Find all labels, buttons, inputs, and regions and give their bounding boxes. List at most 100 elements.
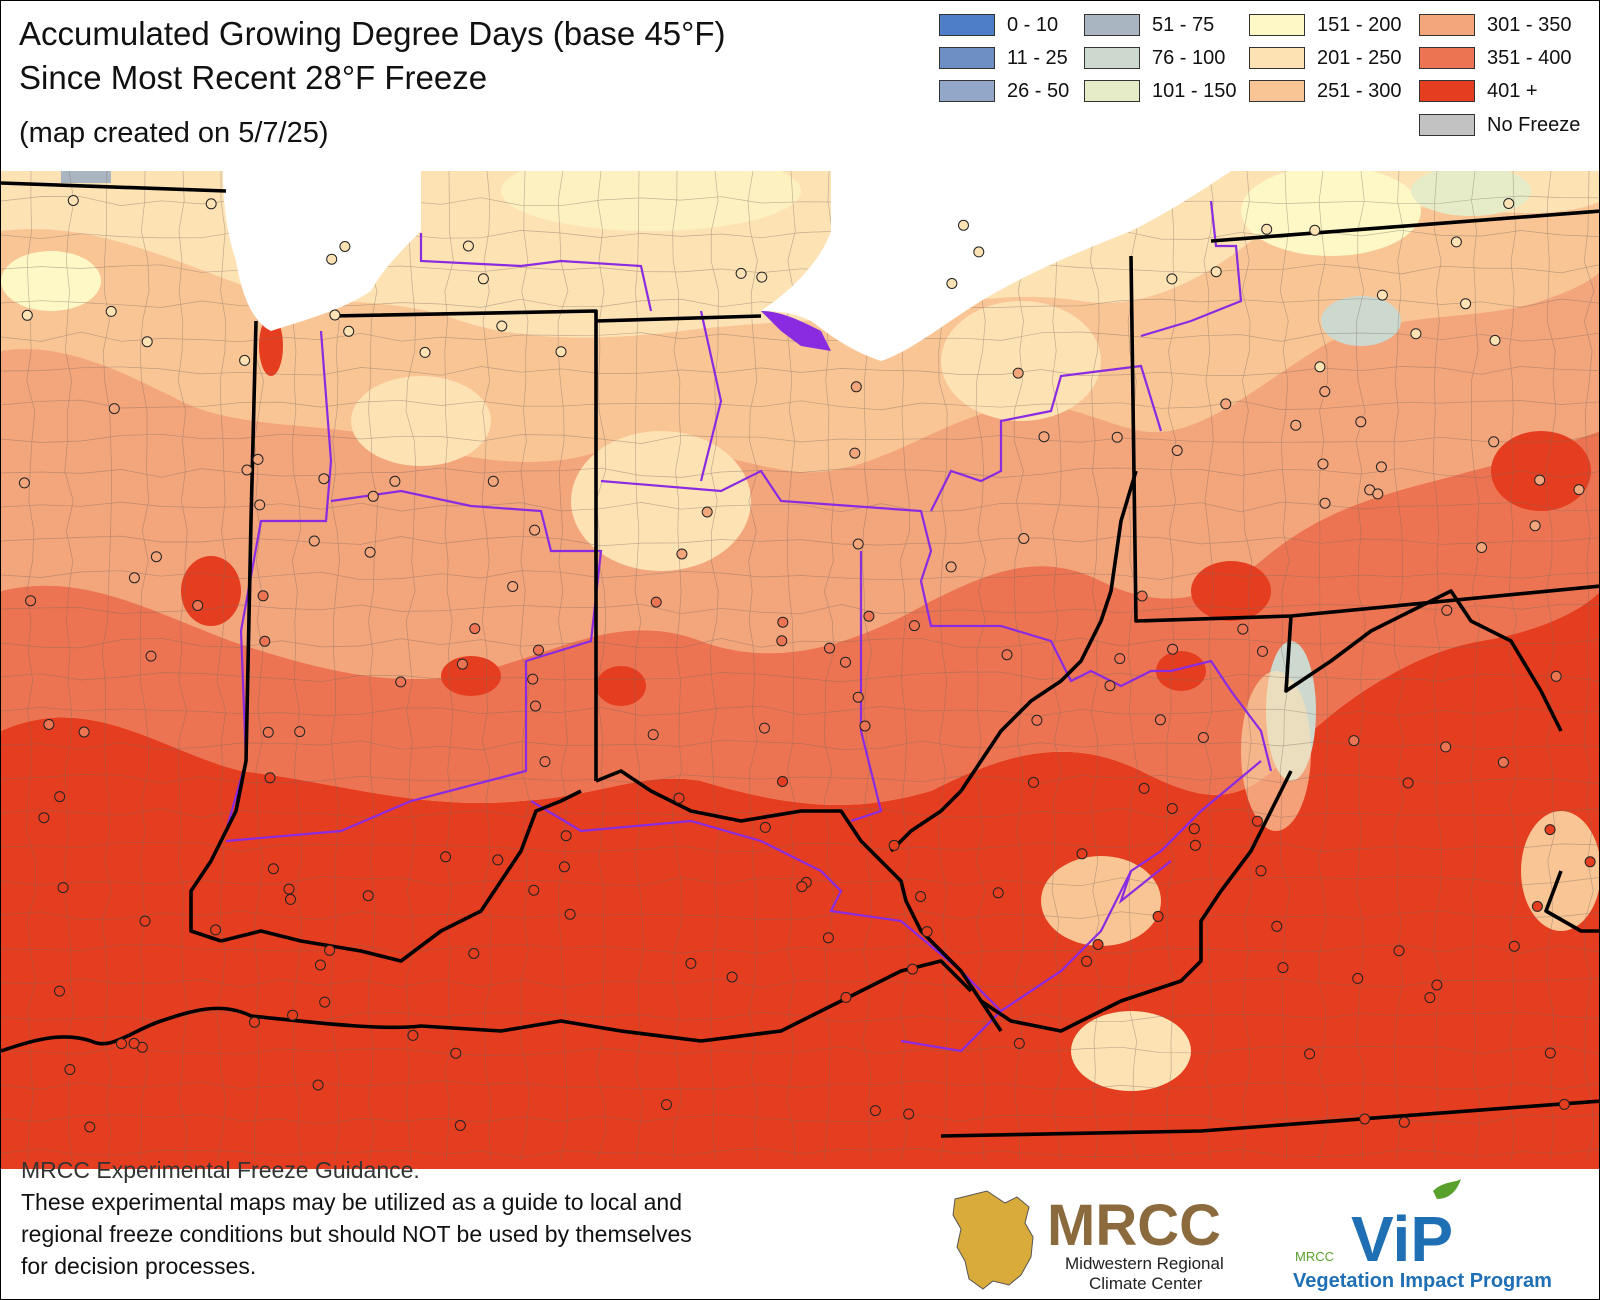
station-marker [1038,431,1050,443]
zone-401-plus [1,592,1599,1169]
station-marker [1375,461,1387,473]
legend-swatch-2 [939,80,995,102]
border-in-oh-north [330,309,598,781]
border-va-md-east [1544,870,1599,933]
station-marker [1210,266,1222,278]
station-marker [241,464,253,476]
legend-item-7: 201 - 250 [1249,44,1402,72]
vip-wordmark: ViP [1351,1203,1453,1275]
station-marker [908,620,920,632]
station-marker [252,453,264,465]
county-line [101,171,113,1162]
station-marker [210,924,222,936]
legend-label-3: 51 - 75 [1152,13,1215,36]
legend: 0 - 10 11 - 25 26 - 50 51 - 75 76 - 100 … [939,11,1589,141]
border-oh-wv-river [889,470,1138,853]
station-marker [1558,1098,1570,1110]
station-marker [973,246,985,258]
gdd-map [1,171,1599,1169]
station-marker [43,719,55,730]
county-line [975,171,987,1162]
county-line [1393,171,1405,1162]
station-marker [1277,962,1289,974]
station-marker [141,336,153,348]
division-line-pa-west [1140,200,1243,338]
border-pa-oh-wv [1129,255,1599,623]
station-marker [1476,542,1488,553]
county-line [1,535,1599,547]
station-marker [1152,910,1164,922]
mrcc-subtitle-2: Climate Center [1089,1274,1203,1293]
county-line [671,171,683,1162]
legend-item-6: 151 - 200 [1249,11,1402,39]
station-marker [128,1037,140,1049]
station-marker [1508,940,1520,952]
county-line [1127,171,1139,1162]
station-marker [1031,714,1043,726]
station-marker [726,971,738,983]
station-marker [1319,386,1331,397]
county-line [937,171,948,1162]
county-line [291,171,302,1162]
map-created-note: (map created on 5/7/25) [19,117,329,149]
station-marker [287,1009,299,1021]
station-marker [314,959,326,971]
station-marker [419,346,431,358]
border-il-in [189,320,258,943]
county-line [1,366,1599,376]
county-line [1355,171,1366,1162]
border-wi-il [1,181,227,193]
legend-swatch-6 [1249,14,1305,36]
station-marker [852,538,864,550]
station-marker [564,908,576,920]
mrcc-subtitle-1: Midwestern Regional [1065,1254,1224,1273]
station-marker [1319,497,1331,509]
station-marker [1012,367,1024,379]
station-marker [1171,445,1183,456]
station-marker [54,791,66,803]
station-marker [539,756,551,768]
station-marker [1488,436,1500,448]
legend-label-12: No Freeze [1487,113,1581,136]
station-marker [1188,823,1200,835]
station-marker [54,985,65,997]
station-marker [1001,649,1013,661]
county-line [1,1114,1599,1125]
division-line-wv-south [1118,860,1172,905]
station-marker [507,581,519,592]
station-marker [1410,328,1422,340]
county-line [1,943,1599,954]
county-line [177,171,188,1162]
station-marker [945,561,957,573]
station-marker [1352,972,1364,984]
station-marker [1290,419,1302,431]
station-marker [958,219,969,231]
station-marker [676,548,688,560]
station-marker [326,253,338,265]
zone-pocket-wv-south [1041,856,1161,946]
division-line-ky-wv [530,760,1262,1013]
station-marker [364,546,376,558]
border-wv-md [1284,589,1563,732]
zone-pocket-pa-north [1321,296,1401,346]
vip-logo: MRCC ViP Vegetation Impact Program [1291,1177,1596,1295]
station-marker [1450,236,1462,248]
zone-pocket-wisconsin [61,171,111,183]
station-marker [116,1038,127,1050]
station-marker [777,616,789,628]
county-line [557,171,569,1162]
station-marker [145,650,157,662]
station-marker [1309,224,1321,236]
county-line [64,171,75,1162]
station-marker [850,381,862,393]
station-marker [1257,645,1268,657]
weather-stations [18,195,1596,1133]
station-marker [239,354,251,366]
zone-pocket-ohio-west [571,431,751,571]
station-marker [756,271,768,283]
county-line [747,171,759,1162]
station-marker [1534,474,1546,486]
station-marker [1018,533,1030,544]
station-marker [992,887,1004,899]
station-marker [849,447,861,459]
